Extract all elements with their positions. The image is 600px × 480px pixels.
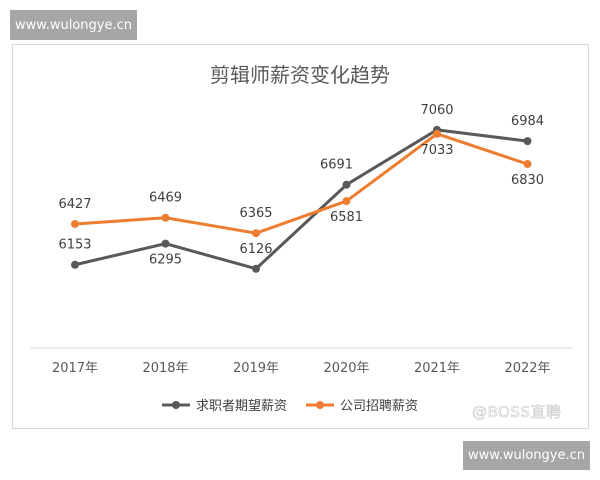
data-label: 6126 bbox=[239, 242, 272, 257]
data-point bbox=[71, 219, 79, 228]
data-label: 6427 bbox=[58, 197, 91, 212]
data-point bbox=[71, 260, 79, 269]
x-tick-label: 2021年 bbox=[414, 361, 460, 376]
data-label: 6469 bbox=[149, 191, 182, 206]
series-line-0 bbox=[74, 128, 528, 271]
x-tick-label: 2019年 bbox=[233, 361, 279, 376]
data-point bbox=[523, 160, 532, 169]
chart-frame bbox=[12, 44, 589, 429]
data-label: 6153 bbox=[58, 238, 91, 253]
x-tick-label: 2022年 bbox=[504, 361, 550, 376]
x-tick-label: 2018年 bbox=[142, 361, 188, 376]
data-label: 6830 bbox=[511, 173, 544, 188]
data-point bbox=[523, 137, 532, 146]
legend-label: 求职者期望薪资 bbox=[196, 398, 287, 414]
boss-watermark: @BOSS直聘 bbox=[472, 403, 562, 422]
data-point bbox=[161, 239, 170, 248]
watermark-bottom: www.wulongye.cn bbox=[463, 441, 590, 470]
data-point bbox=[161, 213, 170, 222]
x-tick-label: 2017年 bbox=[52, 361, 98, 376]
chart-title: 剪辑师薪资变化趋势 bbox=[210, 63, 390, 87]
data-label: 6295 bbox=[149, 253, 182, 268]
data-point bbox=[252, 229, 260, 238]
data-label: 7060 bbox=[420, 103, 453, 118]
x-tick-label: 2020年 bbox=[323, 361, 369, 376]
watermark-top: www.wulongye.cn bbox=[10, 10, 137, 40]
data-label: 6581 bbox=[330, 210, 363, 225]
legend-marker bbox=[316, 401, 324, 409]
data-point bbox=[252, 264, 260, 273]
data-label: 7033 bbox=[420, 143, 453, 158]
data-label: 6691 bbox=[320, 158, 353, 173]
data-label: 6984 bbox=[511, 114, 544, 129]
legend-label: 公司招聘薪资 bbox=[340, 399, 418, 414]
data-point bbox=[433, 129, 441, 138]
data-point bbox=[342, 180, 351, 189]
data-point bbox=[342, 197, 351, 206]
data-label: 6365 bbox=[239, 206, 272, 221]
legend-marker bbox=[172, 401, 180, 409]
series-line-1 bbox=[74, 132, 528, 235]
